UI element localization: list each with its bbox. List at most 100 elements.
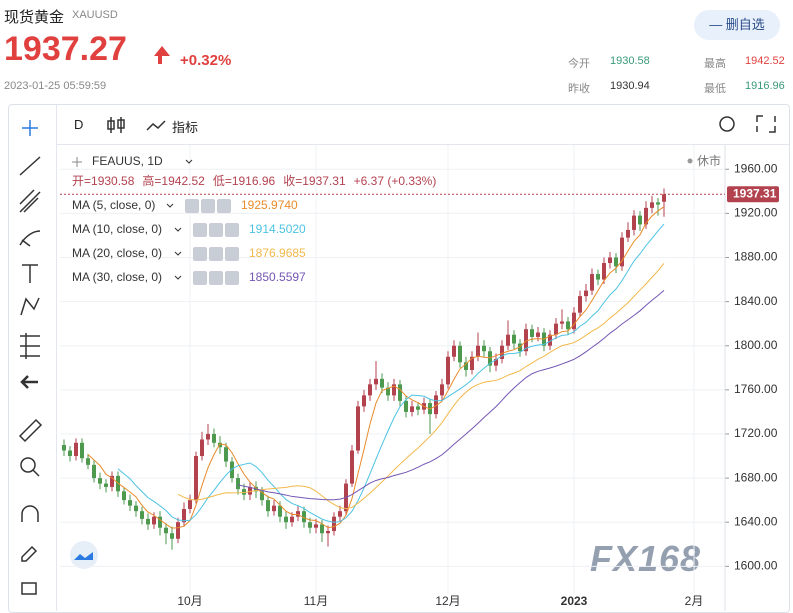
ma-legend-caret xyxy=(166,203,174,208)
candle-body xyxy=(188,500,192,509)
candle-body xyxy=(158,516,162,528)
ohlc-value: 1930.58 xyxy=(91,174,135,188)
candle-body xyxy=(374,378,378,385)
candle-body xyxy=(104,483,108,487)
candle-body xyxy=(626,229,630,238)
lock-tool[interactable] xyxy=(21,582,37,595)
y-tick-label: 1960.00 xyxy=(734,161,778,175)
candle-body xyxy=(398,384,402,401)
candle-body xyxy=(452,345,456,357)
ma-legend-icon xyxy=(225,247,239,261)
ruler-tool[interactable] xyxy=(18,418,43,443)
candle-body xyxy=(200,439,204,457)
indicator-icon[interactable] xyxy=(146,120,166,131)
candle-body xyxy=(314,524,318,528)
pattern-tool[interactable] xyxy=(20,297,40,316)
magnet-tool[interactable] xyxy=(21,505,39,522)
y-tick-label: 1640.00 xyxy=(734,514,778,528)
candle-body xyxy=(164,527,168,534)
candle-body xyxy=(110,475,114,487)
candle-body xyxy=(434,395,438,415)
candle-body xyxy=(338,511,342,517)
zoom-tool[interactable] xyxy=(32,469,40,477)
candle-body xyxy=(644,207,648,225)
change: +0.32% xyxy=(180,52,232,69)
candle-body xyxy=(536,332,540,337)
candle-body xyxy=(614,257,618,267)
ma-legend-icon xyxy=(209,247,223,261)
divider xyxy=(57,144,789,145)
candle-body xyxy=(98,478,102,484)
candle-icon[interactable] xyxy=(107,120,115,130)
candle-body xyxy=(572,312,576,330)
candle-body xyxy=(140,511,144,519)
up-arrow-stem xyxy=(158,56,162,64)
status-dot xyxy=(687,158,693,164)
candle-body xyxy=(440,384,444,396)
ma-legend-icon xyxy=(201,199,215,213)
ma-line xyxy=(117,223,665,523)
candle-body xyxy=(470,356,474,370)
candle-body xyxy=(494,358,498,366)
candle-body xyxy=(584,290,588,297)
back-tool[interactable] xyxy=(20,375,38,389)
candle-body xyxy=(152,516,156,525)
ohlc-label: 收= xyxy=(283,174,302,188)
plot: 1600.00 1640.00 1680.00 1720.00 1760.00 1800.… xyxy=(60,145,779,611)
fullscreen-icon[interactable] xyxy=(756,115,776,133)
candle-body xyxy=(134,505,138,512)
ma-legend-icon xyxy=(225,271,239,285)
settings-icon[interactable] xyxy=(719,116,735,132)
status: 休市 xyxy=(697,153,721,168)
stat-value: 1916.96 xyxy=(745,80,785,92)
ma-legend-caret xyxy=(174,251,182,256)
ohlc-value: 1937.31 xyxy=(302,174,346,188)
candle-body xyxy=(206,433,210,440)
text-tool[interactable] xyxy=(22,264,38,283)
candle-body xyxy=(392,384,396,396)
fib-tool[interactable] xyxy=(19,189,41,213)
ma-legend-name: MA (5, close, 0) xyxy=(72,198,155,212)
candle-body xyxy=(260,491,264,501)
remove-button[interactable]: — 删自选 xyxy=(694,10,780,40)
stat-label: 今开 xyxy=(568,58,590,70)
candle-body xyxy=(272,505,276,512)
candle-body xyxy=(236,478,240,490)
y-tick-label: 1800.00 xyxy=(734,338,778,352)
ma-legend-icon xyxy=(193,271,207,285)
candle-body xyxy=(182,508,186,523)
indicator-button[interactable]: 指标 xyxy=(172,120,199,135)
candle-body xyxy=(290,516,294,523)
candle-body xyxy=(662,194,666,202)
logo-button[interactable] xyxy=(70,541,98,569)
candle-body xyxy=(170,533,174,539)
stat-value: 1930.58 xyxy=(610,55,650,67)
interval[interactable]: D xyxy=(74,117,84,132)
measure-tool[interactable] xyxy=(20,333,40,359)
candle-body xyxy=(524,329,528,352)
cursor-tool[interactable] xyxy=(22,120,38,136)
x-tick-label: 2023 xyxy=(561,594,588,608)
ma-legend-icon xyxy=(209,271,223,285)
candle-body xyxy=(146,518,150,525)
candle-body xyxy=(278,505,282,517)
candle-body xyxy=(86,458,90,465)
candle-body xyxy=(248,486,252,495)
candle-body xyxy=(380,378,384,388)
stat-value: 1930.94 xyxy=(610,80,650,92)
line-tool[interactable] xyxy=(19,156,41,176)
brush-tool[interactable] xyxy=(19,230,41,247)
candle-body xyxy=(302,511,306,523)
stat-label: 昨收 xyxy=(568,83,590,95)
candle-body xyxy=(590,274,594,291)
x-tick-label: 12月 xyxy=(435,594,460,608)
ohlc-legend: 开=1930.58 高=1942.52 低=1916.96 收=1937.31 +6.3… xyxy=(72,173,436,188)
candle-body xyxy=(560,321,564,324)
lock-draw-tool[interactable] xyxy=(21,545,38,562)
zoom-tool[interactable] xyxy=(20,457,36,473)
candle-icon[interactable] xyxy=(117,119,125,129)
divider xyxy=(56,105,57,611)
y-tick-label: 1880.00 xyxy=(734,250,778,264)
ma-legend-value: 1850.5597 xyxy=(249,270,306,284)
